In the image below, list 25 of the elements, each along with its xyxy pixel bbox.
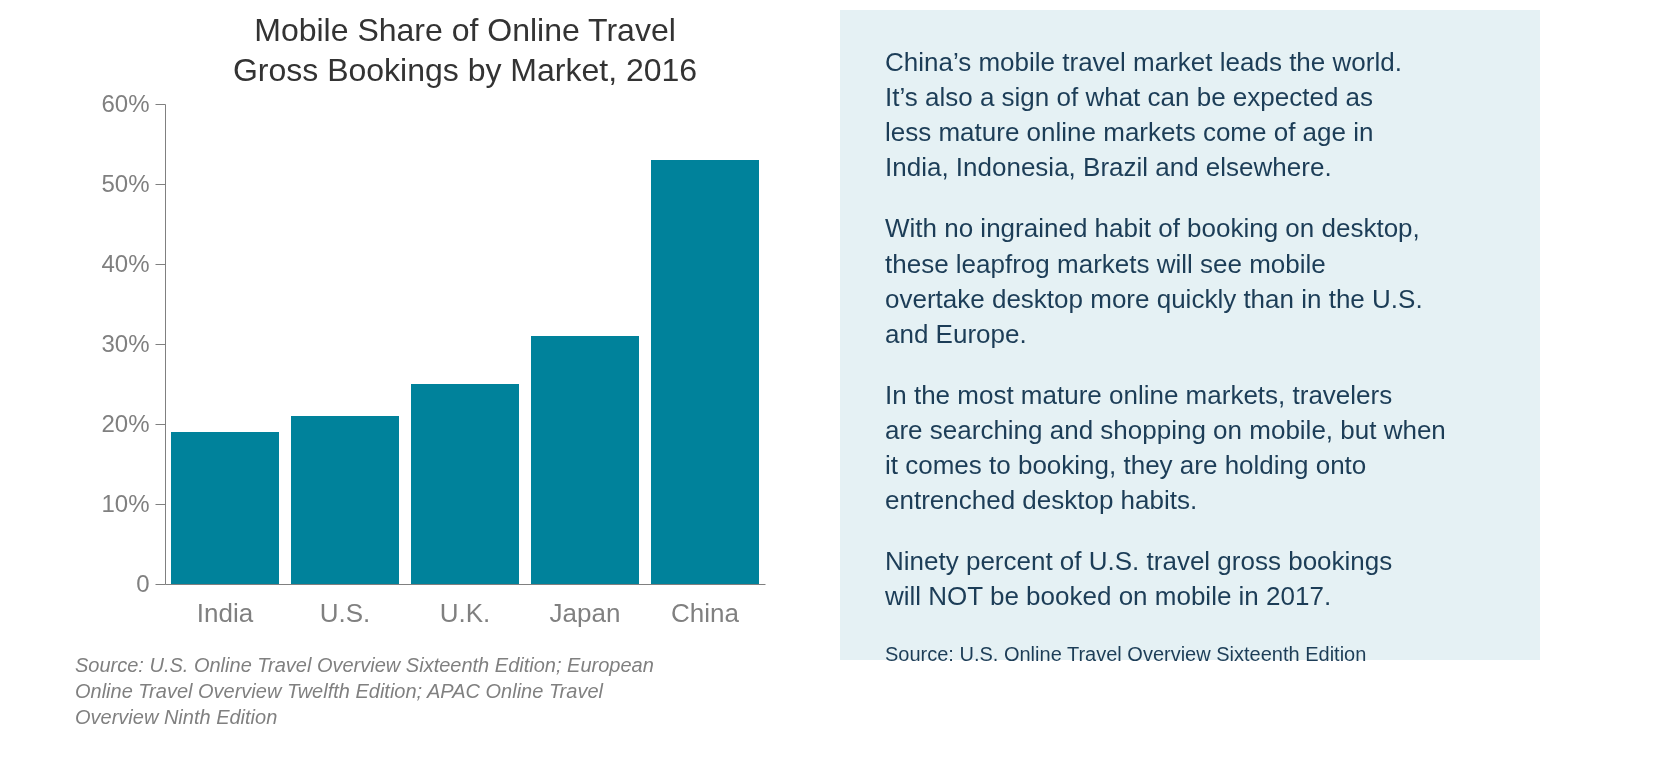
y-tick-label: 20% <box>101 409 150 437</box>
bar <box>171 432 279 584</box>
text: It’s also a sign of what can be expected as less mature online markets come of age in India, Indonesia, Brazil and elsewhere. <box>885 82 1374 183</box>
y-tick-label: 60% <box>101 89 150 117</box>
bar <box>651 160 759 584</box>
x-tick-label: U.K. <box>439 597 491 628</box>
x-tick-label: Japan <box>549 597 621 628</box>
text: With no ingrained habit of booking on desktop, these leapfrog markets will see mobile overtake desktop more quickly than in the U.S. and Europe. <box>885 213 1423 349</box>
x-tick-label: India <box>196 597 254 628</box>
text: In the most mature online markets, travelers are searching and shopping on mobile, but when it comes to booking, they are holding onto entrenched desktop habits. <box>885 379 1446 516</box>
source-note: Source: U.S. Online Travel Overview Sixteenth Edition; European Online Travel Overview Twelfth Edition; APAC Online Travel Overview Ninth Edition <box>75 654 654 728</box>
y-tick-label: 10% <box>101 489 150 517</box>
y-tick-label: 0 <box>136 569 150 597</box>
text: Ninety percent of U.S. travel gross bookings will NOT be booked on mobile in 2017. <box>884 546 1393 612</box>
y-tick-label: 50% <box>101 169 150 197</box>
x-tick-label: U.S. <box>319 597 371 628</box>
bar <box>411 384 519 584</box>
text: China’s mobile travel market leads the world. <box>885 47 1402 77</box>
chart-title: Mobile Share of Online Travel Gross Bookings by Market, 2016 <box>232 12 698 88</box>
bar <box>291 416 399 584</box>
x-tick-label: China <box>671 597 740 628</box>
y-tick-label: 30% <box>101 329 150 357</box>
source-note: Source: U.S. Online Travel Overview Sixteenth Edition <box>885 643 1367 666</box>
y-tick-label: 40% <box>101 249 150 277</box>
bar <box>531 336 639 584</box>
